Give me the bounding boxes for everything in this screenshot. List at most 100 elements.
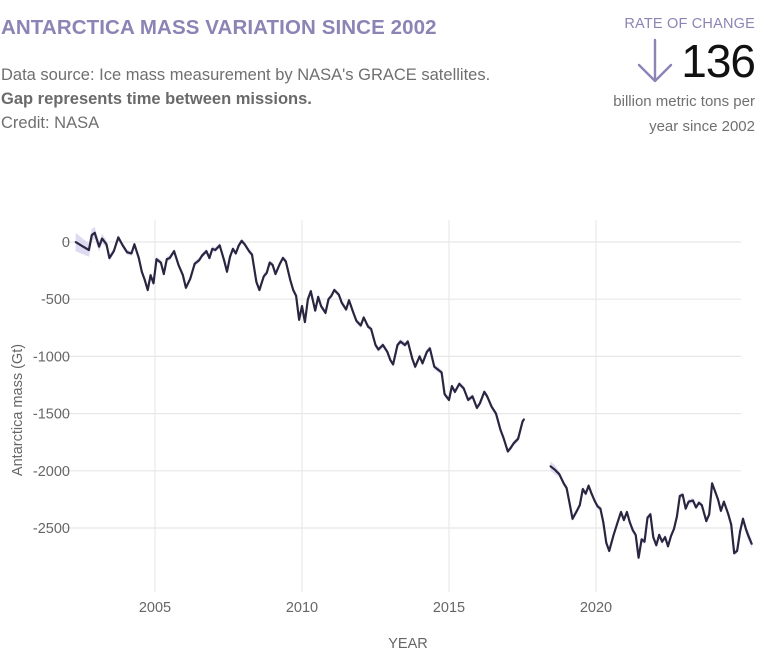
y-tick-label: 0 (62, 235, 70, 251)
data-point (295, 294, 297, 297)
data-point (324, 312, 327, 314)
rate-value-row: 136 (613, 36, 756, 86)
data-point (462, 387, 465, 390)
data-point (162, 273, 165, 275)
data-point (448, 399, 450, 401)
data-point (486, 395, 489, 398)
data-point (750, 543, 753, 545)
data-point (229, 256, 231, 258)
data-point (404, 344, 406, 346)
data-point (137, 257, 140, 259)
data-point (168, 257, 171, 259)
data-point (698, 501, 700, 504)
data-point (451, 385, 453, 387)
data-point (626, 511, 628, 513)
data-point (499, 428, 502, 431)
data-point (149, 274, 152, 277)
y-tick-label: -500 (41, 292, 70, 308)
data-point (605, 542, 608, 544)
data-point (130, 252, 133, 255)
data-point (268, 261, 271, 264)
data-point (584, 492, 587, 495)
data-point (340, 301, 343, 304)
data-point (523, 418, 525, 421)
data-point (553, 468, 556, 471)
data-point (549, 465, 552, 468)
data-point (352, 312, 355, 314)
data-point (684, 507, 687, 510)
data-point (392, 363, 394, 366)
y-tick-label: -1500 (33, 407, 70, 423)
data-point (562, 482, 565, 485)
data-point (289, 278, 292, 281)
data-point (661, 540, 663, 543)
data-point (374, 344, 377, 346)
data-point (617, 520, 619, 522)
data-point (623, 519, 625, 521)
data-point (421, 362, 424, 365)
data-point (193, 262, 196, 265)
data-point (652, 536, 655, 539)
data-point (182, 274, 184, 277)
data-point (345, 308, 347, 311)
data-point (433, 365, 436, 368)
data-point (714, 490, 716, 493)
data-point (133, 243, 136, 246)
data-point (678, 495, 681, 497)
data-point (367, 325, 369, 328)
data-point (695, 506, 697, 509)
data-point (90, 234, 93, 237)
data-point (502, 436, 505, 439)
data-point (571, 517, 574, 520)
data-point (664, 536, 666, 539)
data-point (745, 528, 747, 530)
data-point (705, 520, 708, 522)
data-point (411, 357, 414, 360)
data-point (377, 348, 380, 351)
data-point (265, 272, 268, 274)
data-point (739, 530, 741, 533)
data-point (418, 355, 421, 358)
data-point (733, 552, 736, 555)
data-point (255, 281, 258, 283)
data-point (723, 500, 725, 503)
data-point (74, 241, 77, 243)
data-point (593, 499, 596, 502)
data-point (509, 447, 512, 449)
data-point (440, 371, 443, 374)
data-point (521, 420, 524, 423)
data-point (692, 499, 694, 502)
data-point (140, 270, 143, 273)
data-point (628, 521, 631, 524)
rate-unit-line2: year since 2002 (649, 118, 755, 135)
data-point (208, 257, 211, 259)
data-point (165, 258, 168, 261)
x-tick-label: 2010 (286, 600, 318, 616)
data-point (414, 365, 417, 368)
data-point (223, 259, 226, 262)
data-point (587, 484, 590, 487)
data-point (495, 412, 497, 415)
data-point (362, 316, 365, 319)
data-point (658, 534, 661, 536)
data-point (198, 259, 201, 262)
data-point (101, 237, 103, 240)
data-point (720, 509, 722, 512)
data-point (748, 536, 750, 539)
data-point (185, 286, 187, 289)
data-point (386, 350, 389, 353)
data-point (152, 282, 155, 285)
data-point (576, 509, 578, 512)
data-point (155, 258, 158, 261)
data-point (211, 248, 214, 250)
uncertainty-bands (75, 227, 752, 561)
data-point (112, 250, 115, 253)
data-point (327, 298, 330, 301)
rate-unit-line1: billion metric tons per (613, 93, 755, 110)
data-point (426, 350, 428, 353)
data-point (612, 534, 615, 536)
data-point (82, 245, 84, 248)
data-point (314, 309, 317, 312)
x-tick-labels: 2005 2010 2015 2020 (139, 600, 612, 616)
